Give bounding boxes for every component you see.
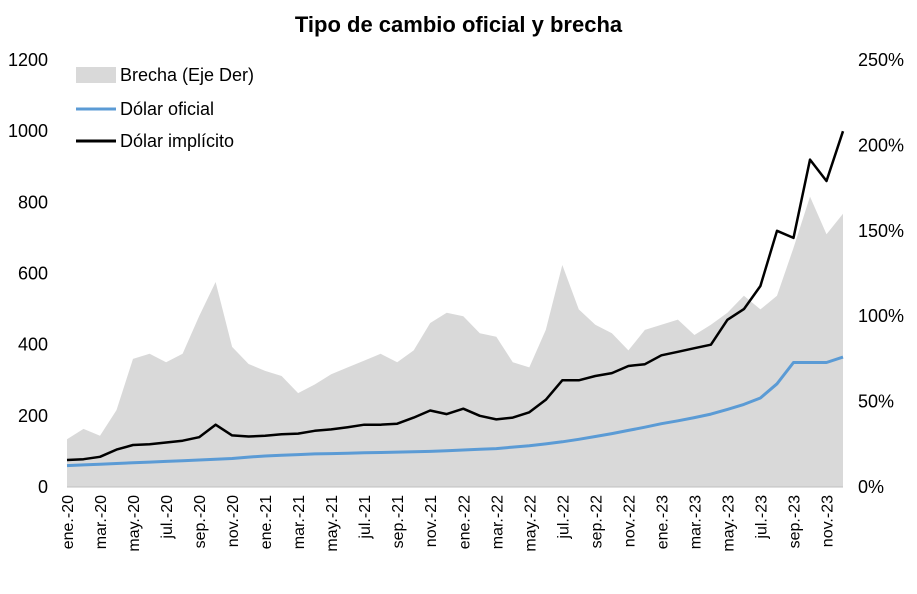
x-tick-label: sep.-21 bbox=[390, 495, 407, 548]
x-tick-label: ene.-22 bbox=[456, 495, 473, 549]
x-tick-label: ene.-21 bbox=[258, 495, 275, 549]
x-tick-label: jul.-22 bbox=[555, 495, 572, 540]
y-left-tick-label: 400 bbox=[18, 335, 48, 355]
x-tick-label: jul.-21 bbox=[357, 495, 374, 540]
x-tick-label: mar.-20 bbox=[93, 495, 110, 549]
y-right-tick-label: 0% bbox=[858, 477, 884, 497]
y-right-tick-label: 150% bbox=[858, 221, 904, 241]
x-tick-label: jul.-23 bbox=[753, 495, 770, 540]
series-dolar-implicito-line bbox=[66, 130, 845, 462]
x-tick-label: sep.-20 bbox=[192, 495, 209, 548]
x-tick-label: may.-23 bbox=[720, 495, 737, 552]
x-tick-label: sep.-22 bbox=[588, 495, 605, 548]
y-left-tick-label: 800 bbox=[18, 192, 48, 212]
y-left-tick-label: 600 bbox=[18, 264, 48, 284]
x-tick-label: mar.-22 bbox=[489, 495, 506, 549]
y-right-tick-label: 250% bbox=[858, 50, 904, 70]
x-tick-label: mar.-23 bbox=[687, 495, 704, 549]
x-tick-label: may.-21 bbox=[324, 495, 341, 552]
x-tick-label: nov.-21 bbox=[423, 495, 440, 547]
x-tick-label: may.-22 bbox=[522, 495, 539, 552]
x-tick-label: ene.-23 bbox=[654, 495, 671, 549]
x-tick-label: nov.-22 bbox=[621, 495, 638, 547]
y-left-tick-label: 1200 bbox=[8, 50, 48, 70]
x-tick-label: mar.-21 bbox=[291, 495, 308, 549]
legend-label-brecha: Brecha (Eje Der) bbox=[120, 65, 254, 85]
x-tick-label: nov.-23 bbox=[820, 495, 837, 547]
y-right-tick-label: 50% bbox=[858, 392, 894, 412]
series-brecha-area bbox=[67, 196, 843, 487]
legend-label-oficial: Dólar oficial bbox=[120, 99, 214, 119]
y-left-tick-label: 200 bbox=[18, 406, 48, 426]
y-right-tick-label: 100% bbox=[858, 306, 904, 326]
x-tick-label: may.-20 bbox=[126, 495, 143, 552]
y-left-tick-label: 0 bbox=[38, 477, 48, 497]
x-tick-label: jul.-20 bbox=[159, 495, 176, 540]
legend-label-implicito: Dólar implícito bbox=[120, 131, 234, 151]
x-tick-label: ene.-20 bbox=[60, 495, 77, 549]
series-dolar-oficial-line bbox=[66, 355, 844, 468]
legend-swatch-brecha bbox=[76, 67, 116, 83]
chart-title: Tipo de cambio oficial y brecha bbox=[294, 12, 623, 37]
y-right-tick-label: 200% bbox=[858, 135, 904, 155]
y-left-tick-label: 1000 bbox=[8, 121, 48, 141]
x-tick-label: nov.-20 bbox=[225, 495, 242, 547]
x-tick-label: sep.-23 bbox=[787, 495, 804, 548]
